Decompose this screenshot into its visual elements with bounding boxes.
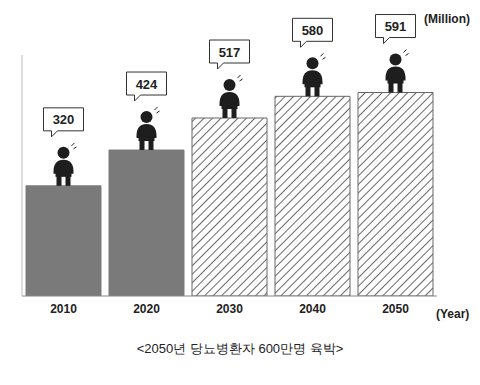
html-text:(Year): (Year) [436,307,470,321]
svg-text:2010: 2010 [50,302,77,316]
svg-text:2050: 2050 [382,302,409,316]
svg-text:2030: 2030 [216,302,243,316]
svg-text:2020: 2020 [133,302,160,316]
svg-text:517: 517 [219,45,241,60]
svg-text:2040: 2040 [299,302,326,316]
html-text:(Million): (Million) [424,12,470,26]
html-text:<2050년 당뇨병환자 600만명 육박>: <2050년 당뇨병환자 600만명 육박> [136,341,344,356]
svg-text:580: 580 [302,23,324,38]
svg-text:424: 424 [136,77,158,92]
svg-text:591: 591 [385,19,407,34]
svg-text:320: 320 [53,112,75,127]
